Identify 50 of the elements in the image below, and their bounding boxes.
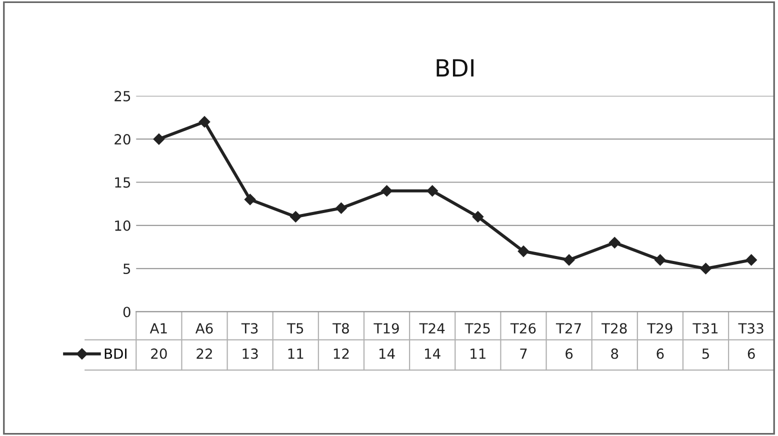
x-tick-label: T28: [602, 323, 627, 334]
data-label: 22: [196, 348, 212, 359]
x-tick-label: T27: [556, 323, 581, 334]
data-label: 12: [334, 348, 349, 359]
data-label: 8: [611, 348, 618, 359]
y-tick-label: 5: [124, 264, 130, 274]
x-tick-label: T5: [286, 323, 304, 334]
x-tick-label: T31: [692, 323, 718, 334]
data-label: 6: [566, 348, 573, 359]
chart-title: BDI: [436, 59, 474, 76]
data-label: 6: [656, 348, 664, 359]
x-tick-label: T24: [419, 323, 445, 334]
data-label: 14: [379, 348, 395, 359]
point: [518, 246, 530, 257]
point: [381, 185, 392, 196]
data-label: 14: [425, 348, 440, 359]
data-label: 20: [151, 348, 167, 359]
point: [700, 262, 712, 274]
x-tick-label: A1: [150, 323, 167, 334]
x-tick-label: T33: [738, 323, 764, 334]
data-label: 13: [242, 348, 258, 359]
y-tick-label: 10: [115, 220, 130, 231]
x-tick-label: T26: [510, 323, 536, 334]
y-tick-label: 20: [114, 134, 130, 145]
legend-label: BDI: [104, 348, 126, 359]
point: [472, 211, 484, 222]
y-tick-label: 15: [115, 177, 130, 188]
x-tick-label: T19: [374, 323, 399, 334]
point: [426, 185, 438, 196]
data-label: 5: [702, 348, 709, 359]
point: [336, 202, 347, 214]
point: [198, 116, 210, 128]
point: [654, 254, 666, 266]
data-label: 7: [520, 348, 527, 359]
x-tick-label: T25: [464, 323, 490, 334]
point: [244, 194, 256, 206]
x-tick-label: A6: [195, 323, 213, 334]
point: [290, 211, 302, 222]
x-tick-label: T29: [647, 323, 672, 334]
point: [746, 254, 757, 266]
point: [563, 254, 575, 266]
point: [153, 133, 165, 145]
x-tick-label: T3: [241, 323, 258, 334]
data-label: 6: [748, 348, 755, 359]
y-tick-label: 25: [114, 90, 130, 102]
data-label: 11: [288, 348, 304, 359]
y-tick-label: 0: [123, 306, 130, 318]
data-label: 11: [470, 348, 486, 359]
x-tick-label: T8: [332, 323, 349, 334]
point: [609, 237, 620, 248]
